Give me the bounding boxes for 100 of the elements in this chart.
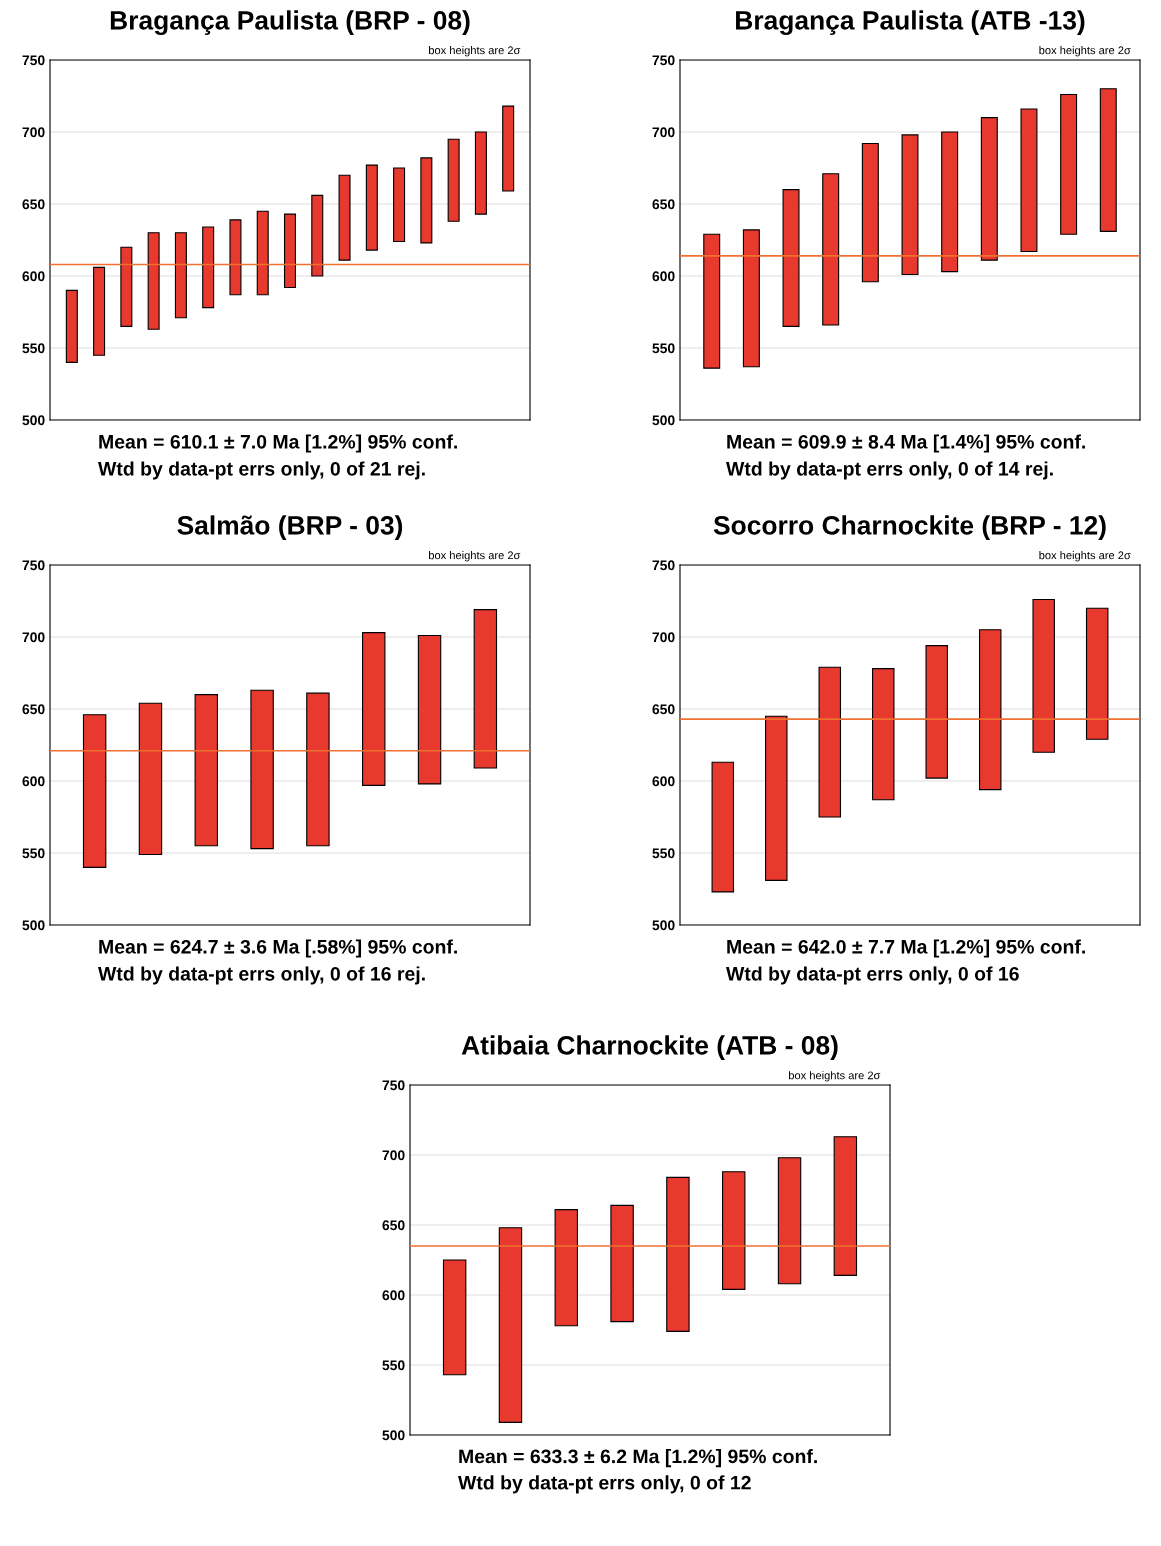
bar — [861, 142, 879, 283]
bar — [822, 173, 840, 326]
bar — [980, 117, 998, 261]
text: box heights are 2σ — [1039, 46, 1131, 57]
bar — [498, 1227, 523, 1423]
y-tick-label: 500 — [382, 1430, 405, 1441]
text: Mean = 633.3 ± 6.2 Ma [1.2%] 95% conf. — [459, 1449, 817, 1468]
text: box heights are 2σ — [429, 551, 521, 562]
y-tick-label: 700 — [652, 632, 675, 643]
text: box heights are 2σ — [789, 1071, 881, 1082]
bar — [93, 266, 106, 356]
y-tick-label: 700 — [382, 1150, 405, 1161]
bar — [925, 645, 948, 779]
y-tick-label: 500 — [652, 920, 675, 931]
bar — [65, 289, 78, 363]
text: Mean = 624.7 ± 3.6 Ma [.58%] 95% conf. — [99, 939, 457, 958]
bar — [978, 629, 1002, 791]
chart-title: Salmão (BRP - 03) — [177, 515, 403, 540]
bar — [82, 714, 107, 868]
bar — [338, 174, 351, 261]
text: box heights are 2σ — [429, 46, 521, 57]
y-tick-label: 600 — [22, 271, 45, 282]
bar — [306, 692, 330, 847]
y-tick-label: 600 — [22, 776, 45, 787]
bar — [765, 715, 788, 881]
bar — [474, 131, 487, 215]
text: Wtd by data-pt errs only, 0 of 21 rej. — [98, 461, 425, 480]
y-tick-label: 650 — [22, 199, 45, 210]
bar — [417, 635, 442, 785]
bar — [1032, 599, 1055, 753]
bar — [818, 666, 842, 818]
bar — [365, 164, 378, 251]
text: Mean = 610.1 ± 7.0 Ma [1.2%] 95% conf. — [99, 434, 457, 453]
y-tick-label: 600 — [652, 776, 675, 787]
bar — [1020, 108, 1038, 253]
bar — [250, 689, 274, 850]
bar — [202, 226, 215, 309]
bar — [174, 232, 187, 319]
chart-title: Bragança Paulista (BRP - 08) — [110, 10, 470, 36]
y-tick-label: 500 — [22, 920, 45, 931]
bar — [194, 694, 218, 847]
bar — [120, 246, 133, 327]
text: box heights are 2σ — [1039, 551, 1131, 562]
text: Wtd by data-pt errs only, 0 of 14 rej. — [726, 461, 1053, 480]
y-tick-label: 600 — [652, 271, 675, 282]
y-tick-label: 700 — [22, 632, 45, 643]
bar — [722, 1171, 746, 1290]
chart-title: Bragança Paulista (ATB -13) — [736, 10, 1085, 36]
bar — [901, 134, 919, 276]
bar — [393, 167, 406, 242]
bar — [229, 219, 242, 296]
y-tick-label: 550 — [652, 343, 675, 354]
bar — [362, 632, 386, 786]
chart-title: Socorro Charnockite (BRP - 12) — [713, 515, 1106, 540]
bar — [311, 194, 324, 277]
bar — [941, 131, 959, 273]
bar — [742, 229, 760, 368]
bar — [1060, 94, 1078, 235]
y-tick-label: 650 — [22, 704, 45, 715]
y-tick-label: 500 — [652, 415, 675, 426]
y-tick-label: 750 — [22, 560, 45, 571]
bar — [666, 1176, 690, 1332]
bar — [502, 105, 515, 192]
bar — [147, 232, 160, 330]
text: Wtd by data-pt errs only, 0 of 16 rej. — [98, 966, 425, 985]
text: Wtd by data-pt errs only, 0 of 16 — [726, 966, 1019, 985]
bar — [138, 702, 163, 855]
y-tick-label: 750 — [652, 560, 675, 571]
bar — [256, 210, 269, 296]
y-tick-label: 750 — [652, 55, 675, 66]
bar — [1085, 607, 1109, 740]
bar — [447, 138, 460, 222]
y-tick-label: 750 — [22, 55, 45, 66]
bar — [1099, 88, 1117, 232]
bar — [872, 668, 895, 801]
bar — [782, 189, 800, 327]
text: Mean = 642.0 ± 7.7 Ma [1.2%] 95% conf. — [727, 939, 1085, 958]
bar — [442, 1259, 467, 1376]
bar — [711, 761, 735, 893]
y-tick-label: 550 — [652, 848, 675, 859]
y-tick-label: 700 — [22, 127, 45, 138]
y-tick-label: 500 — [22, 415, 45, 426]
bar — [703, 233, 721, 369]
y-tick-label: 750 — [382, 1080, 405, 1091]
chart-title: Atibaia Charnockite (ATB - 08) — [461, 1035, 838, 1060]
bar — [283, 213, 297, 289]
y-tick-label: 650 — [382, 1220, 405, 1231]
y-tick-label: 550 — [382, 1360, 405, 1371]
bar — [420, 157, 433, 244]
bar — [610, 1204, 634, 1323]
bar — [777, 1157, 802, 1285]
text: Wtd by data-pt errs only, 0 of 12 — [458, 1475, 751, 1494]
text: Mean = 609.9 ± 8.4 Ma [1.4%] 95% conf. — [727, 434, 1085, 453]
bar — [554, 1209, 578, 1327]
y-tick-label: 550 — [22, 343, 45, 354]
bar — [833, 1136, 858, 1276]
y-tick-label: 600 — [382, 1290, 405, 1301]
y-tick-label: 700 — [652, 127, 675, 138]
y-tick-label: 550 — [22, 848, 45, 859]
y-tick-label: 650 — [652, 199, 675, 210]
